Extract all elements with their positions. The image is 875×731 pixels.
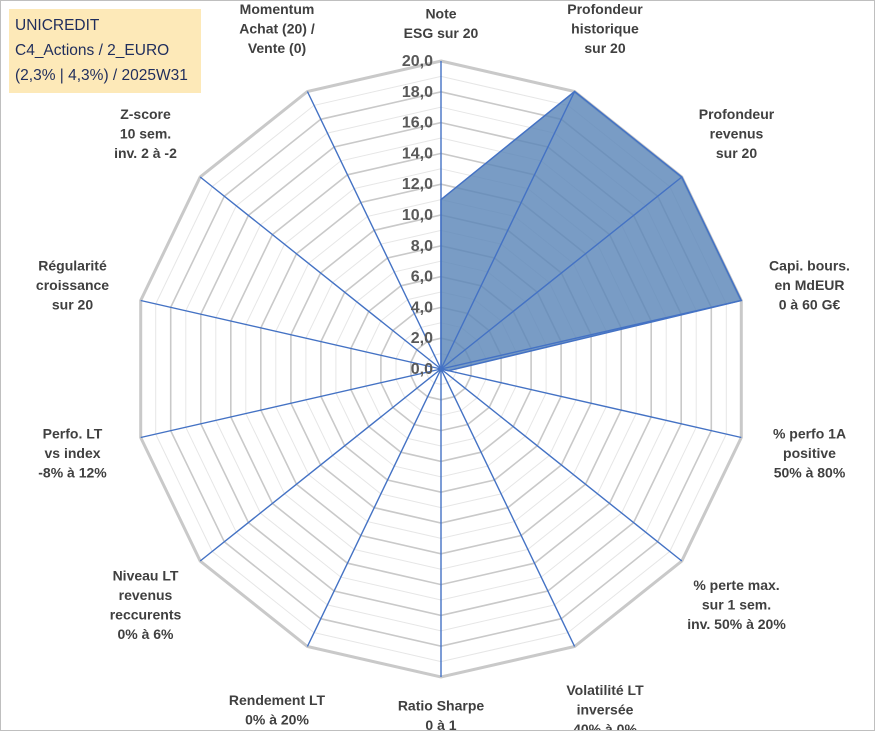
tick-label: 16,0 (402, 115, 433, 132)
axis-label: % perte max. (693, 577, 779, 593)
axis-label: Profondeur (699, 106, 775, 122)
axis-label: Achat (20) / (239, 20, 315, 36)
radar-spokes (140, 61, 742, 677)
axis-label: 10 sem. (120, 125, 171, 141)
axis-label: croissance (36, 277, 109, 293)
spoke-line (199, 368, 442, 562)
title-line-period: (2,3% | 4,3%) / 2025W31 (15, 67, 188, 84)
spoke-line (140, 299, 442, 370)
spoke-line (440, 299, 742, 370)
tick-label: 20,0 (402, 53, 433, 70)
tick-label: 10,0 (402, 207, 433, 224)
axis-label: sur 1 sem. (702, 597, 771, 613)
axis-label: inv. 50% à 20% (687, 616, 786, 632)
axis-label: Z-score (120, 106, 171, 122)
chart-title-box: UNICREDIT C4_Actions / 2_EURO (2,3% | 4,… (9, 9, 201, 93)
tick-label: 14,0 (402, 145, 433, 162)
axis-label: reccurents (110, 606, 182, 622)
title-line-category: C4_Actions / 2_EURO (15, 42, 170, 59)
tick-label: 2,0 (411, 330, 433, 347)
axis-label: Perfo. LT (43, 426, 103, 442)
axis-label: historique (571, 20, 639, 36)
axis-label: 40% à 0% (573, 721, 637, 730)
spoke-line (440, 368, 683, 562)
axis-label: 50% à 80% (774, 465, 846, 481)
axis-label: en MdEUR (775, 277, 845, 293)
tick-label: 8,0 (411, 238, 433, 255)
axis-label: Rendement LT (229, 692, 326, 708)
tick-label: 6,0 (411, 269, 433, 286)
spoke-line (199, 176, 442, 370)
axis-label: Régularité (38, 257, 107, 273)
axis-label: ESG sur 20 (404, 25, 479, 41)
axis-label: sur 20 (716, 145, 757, 161)
axis-label: Volatilité LT (566, 682, 644, 698)
axis-label: sur 20 (584, 40, 625, 56)
spoke-line (440, 91, 576, 370)
tick-label: 18,0 (402, 84, 433, 101)
spoke-line (140, 368, 442, 439)
axis-label: -8% à 12% (38, 465, 107, 481)
axis-label: Momentum (240, 1, 315, 17)
axis-label: Vente (0) (248, 40, 306, 56)
tick-label: 4,0 (411, 299, 433, 316)
axis-label: inv. 2 à -2 (114, 145, 177, 161)
radar-axis-labels: Note ESG sur 20 Profondeur historique sur 20… (36, 1, 850, 730)
axis-label: Ratio Sharpe (398, 697, 485, 713)
axis-label: Note (425, 5, 456, 21)
axis-label: revenus (710, 125, 764, 141)
axis-label: 0 à 60 G€ (779, 296, 841, 312)
tick-label: 0,0 (411, 361, 433, 378)
axis-label: 0 à 1 (425, 717, 456, 730)
axis-label: sur 20 (52, 296, 93, 312)
axis-label: Profondeur (567, 1, 643, 17)
spoke-line (440, 368, 576, 647)
axis-label: Niveau LT (113, 567, 179, 583)
axis-label: vs index (44, 445, 100, 461)
axis-label: 0% à 20% (245, 711, 309, 727)
tick-label: 12,0 (402, 176, 433, 193)
title-line-company: UNICREDIT (15, 17, 100, 34)
axis-label: Capi. bours. (769, 257, 850, 273)
radar-tick-labels: 0,0 2,0 4,0 6,0 8,0 10,0 12,0 14,0 16,0 18,0 20,0 (402, 53, 433, 378)
axis-label: % perfo 1A (773, 426, 846, 442)
axis-label: positive (783, 445, 836, 461)
spoke-line (440, 368, 742, 439)
axis-label: inversée (577, 702, 634, 718)
axis-label: revenus (119, 587, 173, 603)
spoke-line (306, 368, 442, 647)
axis-label: 0% à 6% (117, 626, 174, 642)
spoke-line (306, 91, 442, 370)
spoke-line (440, 176, 683, 370)
